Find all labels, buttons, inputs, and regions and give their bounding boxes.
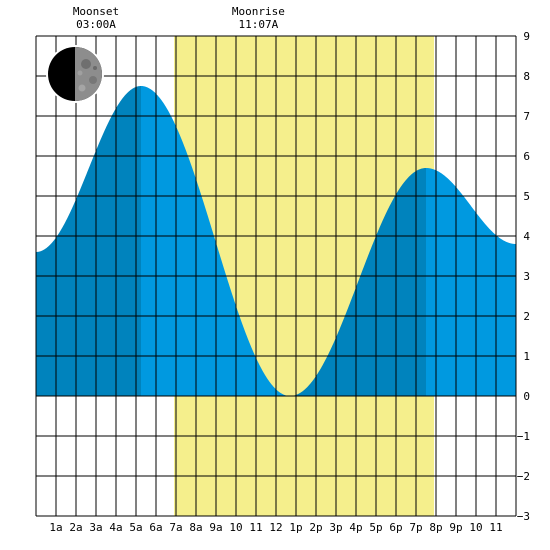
x-tick-label: 1a (49, 521, 62, 534)
x-tick-label: 2a (69, 521, 82, 534)
x-tick-label: 4a (109, 521, 122, 534)
x-tick-label: 3p (329, 521, 342, 534)
y-axis-ticks: 9 8 7 6 5 4 3 2 1 0 −1 −2 −3 (517, 30, 531, 523)
y-tick-label: 7 (523, 110, 530, 123)
moonrise-time: 11:07A (238, 18, 278, 31)
moonset-time: 03:00A (76, 18, 116, 31)
tide-area-segment (36, 86, 141, 396)
y-tick-label: 4 (523, 230, 530, 243)
tide-layer (36, 86, 516, 396)
x-tick-label: 4p (349, 521, 362, 534)
x-tick-label: 10 (229, 521, 242, 534)
moonset-label: Moonset (73, 5, 119, 18)
x-tick-label: 9p (449, 521, 462, 534)
x-tick-label: 5a (129, 521, 142, 534)
x-tick-label: 11 (489, 521, 502, 534)
x-tick-label: 7a (169, 521, 182, 534)
tide-area-segment (290, 168, 426, 396)
x-tick-label: 5p (369, 521, 382, 534)
x-tick-label: 10 (469, 521, 482, 534)
x-tick-label: 6a (149, 521, 162, 534)
y-tick-label: 9 (523, 30, 530, 43)
y-tick-label: 3 (523, 270, 530, 283)
x-tick-label: 12 (269, 521, 282, 534)
x-tick-label: 2p (309, 521, 322, 534)
moonrise-label: Moonrise (232, 5, 285, 18)
y-tick-label: −1 (517, 430, 530, 443)
x-axis-ticks: 1a 2a 3a 4a 5a 6a 7a 8a 9a 10 11 12 1p 2p 3p 4p 5p 6p 7p 8p… (49, 521, 502, 534)
y-tick-label: 0 (523, 390, 530, 403)
y-tick-label: 1 (523, 350, 530, 363)
x-tick-label: 9a (209, 521, 222, 534)
grid-layer (35, 35, 517, 517)
y-tick-label: 6 (523, 150, 530, 163)
x-tick-label: 6p (389, 521, 402, 534)
x-tick-label: 3a (89, 521, 102, 534)
y-tick-label: −3 (517, 510, 530, 523)
x-tick-label: 8p (429, 521, 442, 534)
y-tick-label: −2 (517, 470, 530, 483)
x-tick-label: 1p (289, 521, 302, 534)
x-tick-label: 11 (249, 521, 262, 534)
moon-phase-icon (46, 45, 104, 103)
x-tick-label: 7p (409, 521, 422, 534)
x-tick-label: 8a (189, 521, 202, 534)
y-tick-label: 8 (523, 70, 530, 83)
y-tick-label: 2 (523, 310, 530, 323)
tide-area-segment (426, 168, 516, 396)
y-tick-label: 5 (523, 190, 530, 203)
